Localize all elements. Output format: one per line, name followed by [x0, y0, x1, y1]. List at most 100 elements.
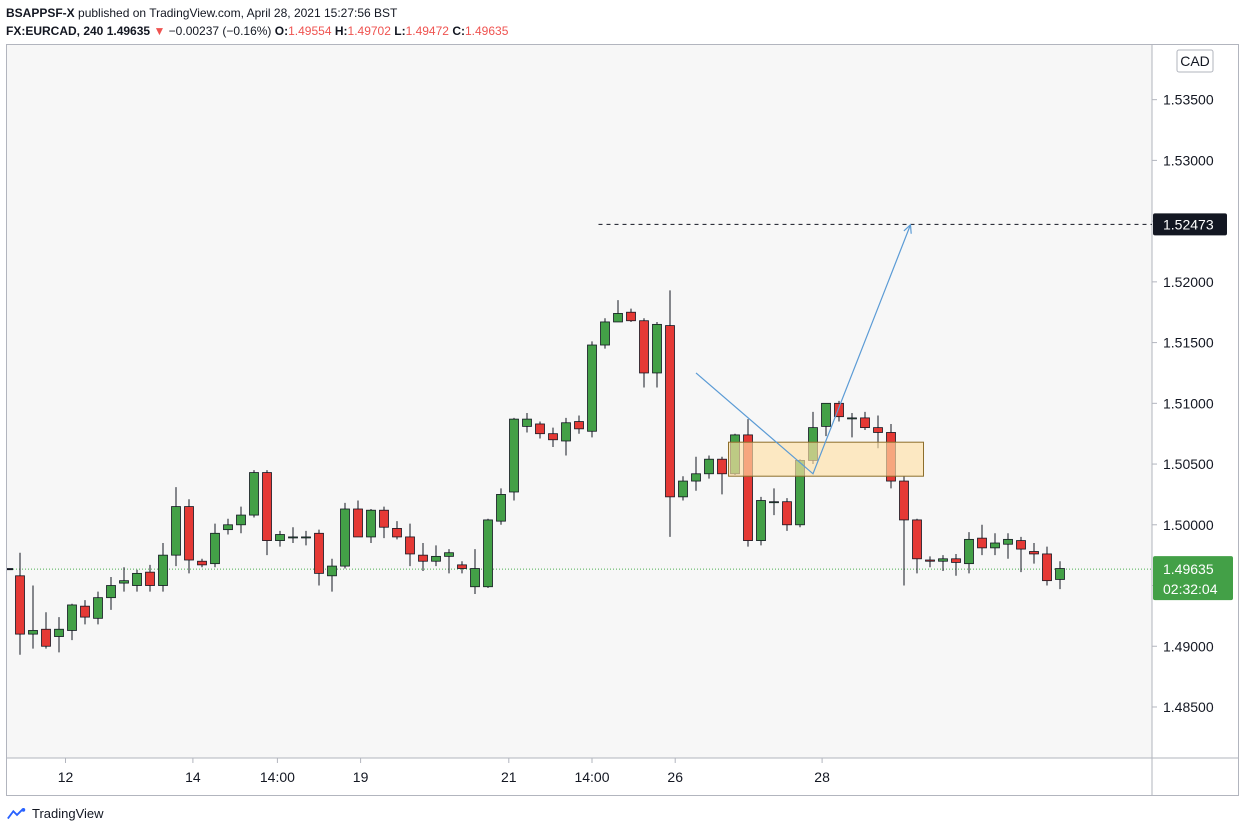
candle-up — [301, 536, 311, 539]
candle-up — [1003, 538, 1013, 545]
candle-up — [171, 506, 181, 556]
target-price-badge — [1153, 213, 1227, 236]
y-axis-ticks: 1.485001.490001.495001.500001.505001.510… — [1152, 92, 1214, 715]
candle-down — [418, 554, 428, 562]
x-tick-label: 19 — [353, 769, 369, 785]
arrow-head-icon — [903, 223, 912, 234]
publisher-name[interactable]: BSAPPSF-X — [6, 6, 75, 20]
candle-up — [28, 630, 38, 635]
candle-down — [1029, 551, 1039, 555]
candle-down — [80, 605, 90, 618]
candle-up — [340, 508, 350, 567]
x-axis-ticks: 12 14 14:00 19 21 14:00 26 28 — [58, 758, 830, 785]
close-value: 1.49635 — [464, 24, 509, 38]
candle-down — [145, 571, 155, 586]
candles — [15, 290, 1065, 655]
candle-up — [964, 538, 974, 565]
projection-arrow[interactable] — [695, 223, 912, 475]
candle-up — [704, 458, 714, 475]
symbol-label: FX:EURCAD, 240 — [6, 24, 104, 38]
candle-down — [860, 417, 870, 429]
candle-up — [600, 321, 610, 346]
candle-up — [821, 402, 831, 427]
candle-down — [314, 532, 324, 574]
candle-down — [379, 509, 389, 528]
last-price-text: 1.49635 — [1163, 561, 1214, 577]
candle-down — [782, 501, 792, 526]
candle-down — [405, 536, 415, 555]
candle-up — [470, 568, 480, 588]
candle-up — [288, 536, 298, 539]
x-tick-label: 14:00 — [260, 769, 295, 785]
candle-down — [834, 402, 844, 418]
price-change: −0.00237 (−0.16%) — [168, 24, 272, 38]
candle-up — [119, 580, 129, 584]
published-text: published on TradingView.com, April 28, … — [78, 6, 398, 20]
open-value: 1.49554 — [288, 24, 332, 38]
low-label: L: — [394, 24, 406, 38]
candle-down — [717, 458, 727, 475]
candle-down — [951, 558, 961, 563]
zone-layer[interactable] — [728, 441, 924, 477]
axis-labels: CAD 1.52473 1.49635 02:32:04 — [1153, 49, 1233, 601]
candle-up — [652, 323, 662, 374]
last-price-marker — [7, 568, 13, 571]
footer-brand[interactable]: TradingView — [32, 806, 104, 821]
candle-up — [587, 344, 597, 432]
candle-down — [41, 628, 51, 647]
candle-down — [1016, 540, 1026, 550]
y-tick-label: 1.51000 — [1163, 395, 1214, 411]
candle-up — [106, 585, 116, 599]
candle-up — [54, 628, 64, 637]
x-tick-label: 14:00 — [574, 769, 609, 785]
candle-up — [756, 500, 766, 541]
footer: TradingView — [6, 806, 104, 821]
last-price: 1.49635 — [106, 24, 151, 38]
projection-path[interactable] — [695, 224, 912, 475]
candle-up — [509, 418, 519, 493]
candle-up — [678, 480, 688, 498]
open-label: O: — [274, 24, 289, 38]
candle-down — [1042, 553, 1052, 582]
candle-up — [444, 552, 454, 557]
candle-up — [249, 472, 259, 516]
candle-down — [912, 519, 922, 560]
candle-down — [353, 508, 363, 538]
candle-up — [431, 555, 441, 562]
y-tick-label: 1.50000 — [1163, 517, 1214, 533]
candle-up — [561, 422, 571, 442]
candle-up — [236, 514, 246, 526]
x-tick-label: 14 — [185, 769, 201, 785]
candle-down — [535, 423, 545, 435]
y-tick-label: 1.53500 — [1163, 92, 1214, 108]
candle-up — [496, 494, 506, 522]
price-lines — [7, 223, 1152, 571]
y-tick-label: 1.52000 — [1163, 274, 1214, 290]
close-label: C: — [452, 24, 465, 38]
candle-up — [275, 534, 285, 541]
x-tick-label: 26 — [667, 769, 683, 785]
candle-down — [743, 434, 753, 541]
candle-up — [613, 313, 623, 323]
candle-down — [457, 564, 467, 569]
countdown-text: 02:32:04 — [1163, 581, 1218, 597]
currency-box — [1176, 49, 1214, 73]
candle-down — [899, 480, 909, 521]
x-tick-label: 12 — [58, 769, 74, 785]
candle-down — [548, 433, 558, 441]
candle-down — [15, 575, 25, 635]
x-tick-label: 28 — [814, 769, 830, 785]
target-price-text: 1.52473 — [1163, 216, 1214, 232]
y-tick-label: 1.48500 — [1163, 699, 1214, 715]
candle-up — [132, 572, 142, 586]
low-value: 1.49472 — [405, 24, 449, 38]
y-tick-label: 1.50500 — [1163, 456, 1214, 472]
candle-down — [665, 325, 675, 498]
candle-up — [210, 532, 220, 565]
y-tick-label: 1.51500 — [1163, 335, 1214, 351]
tradingview-logo-icon — [7, 807, 26, 819]
supply-demand-zone[interactable] — [728, 441, 924, 477]
candle-up — [522, 418, 532, 427]
candle-down — [977, 537, 987, 549]
